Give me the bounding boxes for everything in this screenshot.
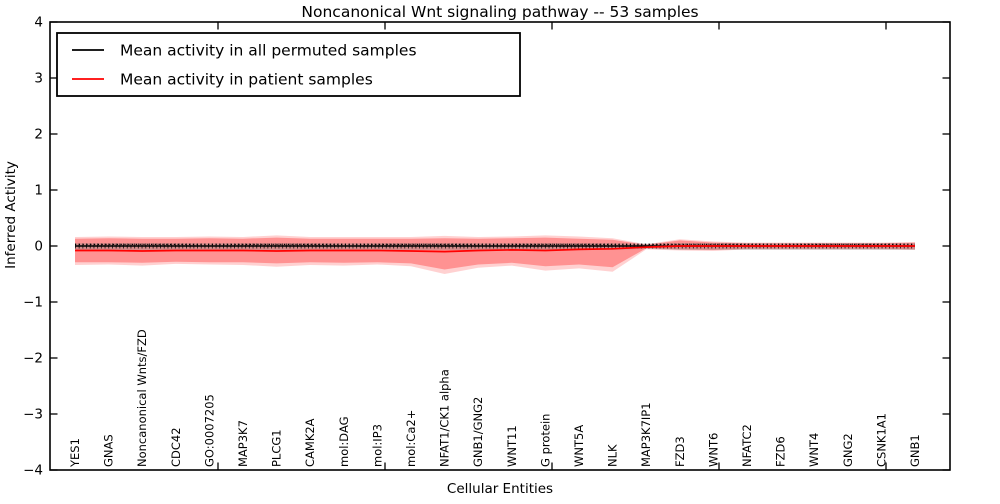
legend-label-patient: Mean activity in patient samples <box>120 70 373 88</box>
y-tick-label: −2 <box>23 351 43 367</box>
entity-label-yes1: YES1 <box>68 438 82 468</box>
legend-label-permuted: Mean activity in all permuted samples <box>120 41 417 59</box>
y-tick-label: −3 <box>23 407 43 423</box>
y-axis-title: Inferred Activity <box>3 161 19 269</box>
y-tick-label: 0 <box>34 239 43 255</box>
entity-label-csnk1a1: CSNK1A1 <box>874 413 888 467</box>
entity-label-gnb1-gng2: GNB1/GNG2 <box>471 397 485 467</box>
y-tick-label: −4 <box>23 463 43 479</box>
x-axis-title: Cellular Entities <box>447 481 553 497</box>
entity-label-mol-ca2-: mol:Ca2+ <box>404 410 418 467</box>
entity-label-mol-dag: mol:DAG <box>337 416 351 467</box>
entity-label-gnb1: GNB1 <box>908 434 922 467</box>
legend-box: Mean activity in all permuted samples Me… <box>56 32 521 97</box>
legend-border <box>56 32 521 97</box>
patient-samples-spread-outer-band <box>75 235 915 274</box>
entity-label-cdc42: CDC42 <box>169 427 183 467</box>
y-tick-label: −1 <box>23 295 43 311</box>
mean-lines-layer <box>75 243 915 253</box>
y-tick-label: 1 <box>34 183 43 199</box>
entity-label-wnt4: WNT4 <box>807 433 821 467</box>
entity-label-gng2: GNG2 <box>841 433 855 467</box>
chart-title: Noncanonical Wnt signaling pathway -- 53… <box>301 3 698 21</box>
entity-label-camk2a: CAMK2A <box>303 418 317 467</box>
entity-label-wnt6: WNT6 <box>706 433 720 467</box>
y-tick-label: 3 <box>34 71 43 87</box>
cellular-entity-labels: YES1 GNAS Noncanonical Wnts/FZD CDC42 GO:000… <box>68 329 922 468</box>
y-tick-label: 2 <box>34 127 43 143</box>
entity-label-go-0007205: GO:0007205 <box>202 394 216 467</box>
patient-mean-line <box>75 245 915 253</box>
axes-frame <box>49 21 951 471</box>
y-tick-label: 4 <box>34 15 43 31</box>
entity-label-plcg1: PLCG1 <box>270 429 284 467</box>
entity-label-fzd3: FZD3 <box>673 436 687 467</box>
entity-label-wnt11: WNT11 <box>505 425 519 467</box>
entity-label-map3k7: MAP3K7 <box>236 420 250 467</box>
entity-label-gnas: GNAS <box>102 434 116 467</box>
entity-label-g-protein: G protein <box>538 414 552 467</box>
entity-label-mol-ip3: mol:IP3 <box>370 424 384 467</box>
entity-label-noncanonical-wnts-fzd: Noncanonical Wnts/FZD <box>135 329 149 467</box>
entity-label-nfat1-ck1-alpha: NFAT1/CK1 alpha <box>438 369 452 467</box>
y-tick-labels: 4 3 2 1 0 −1 −2 −3 −4 <box>23 15 43 479</box>
entity-label-map3k7ip1: MAP3K7IP1 <box>639 402 653 467</box>
entity-label-wnt5a: WNT5A <box>572 425 586 467</box>
entity-label-fzd6: FZD6 <box>774 436 788 467</box>
entity-label-nfatc2: NFATC2 <box>740 424 754 467</box>
entity-label-nlk: NLK <box>606 444 620 467</box>
